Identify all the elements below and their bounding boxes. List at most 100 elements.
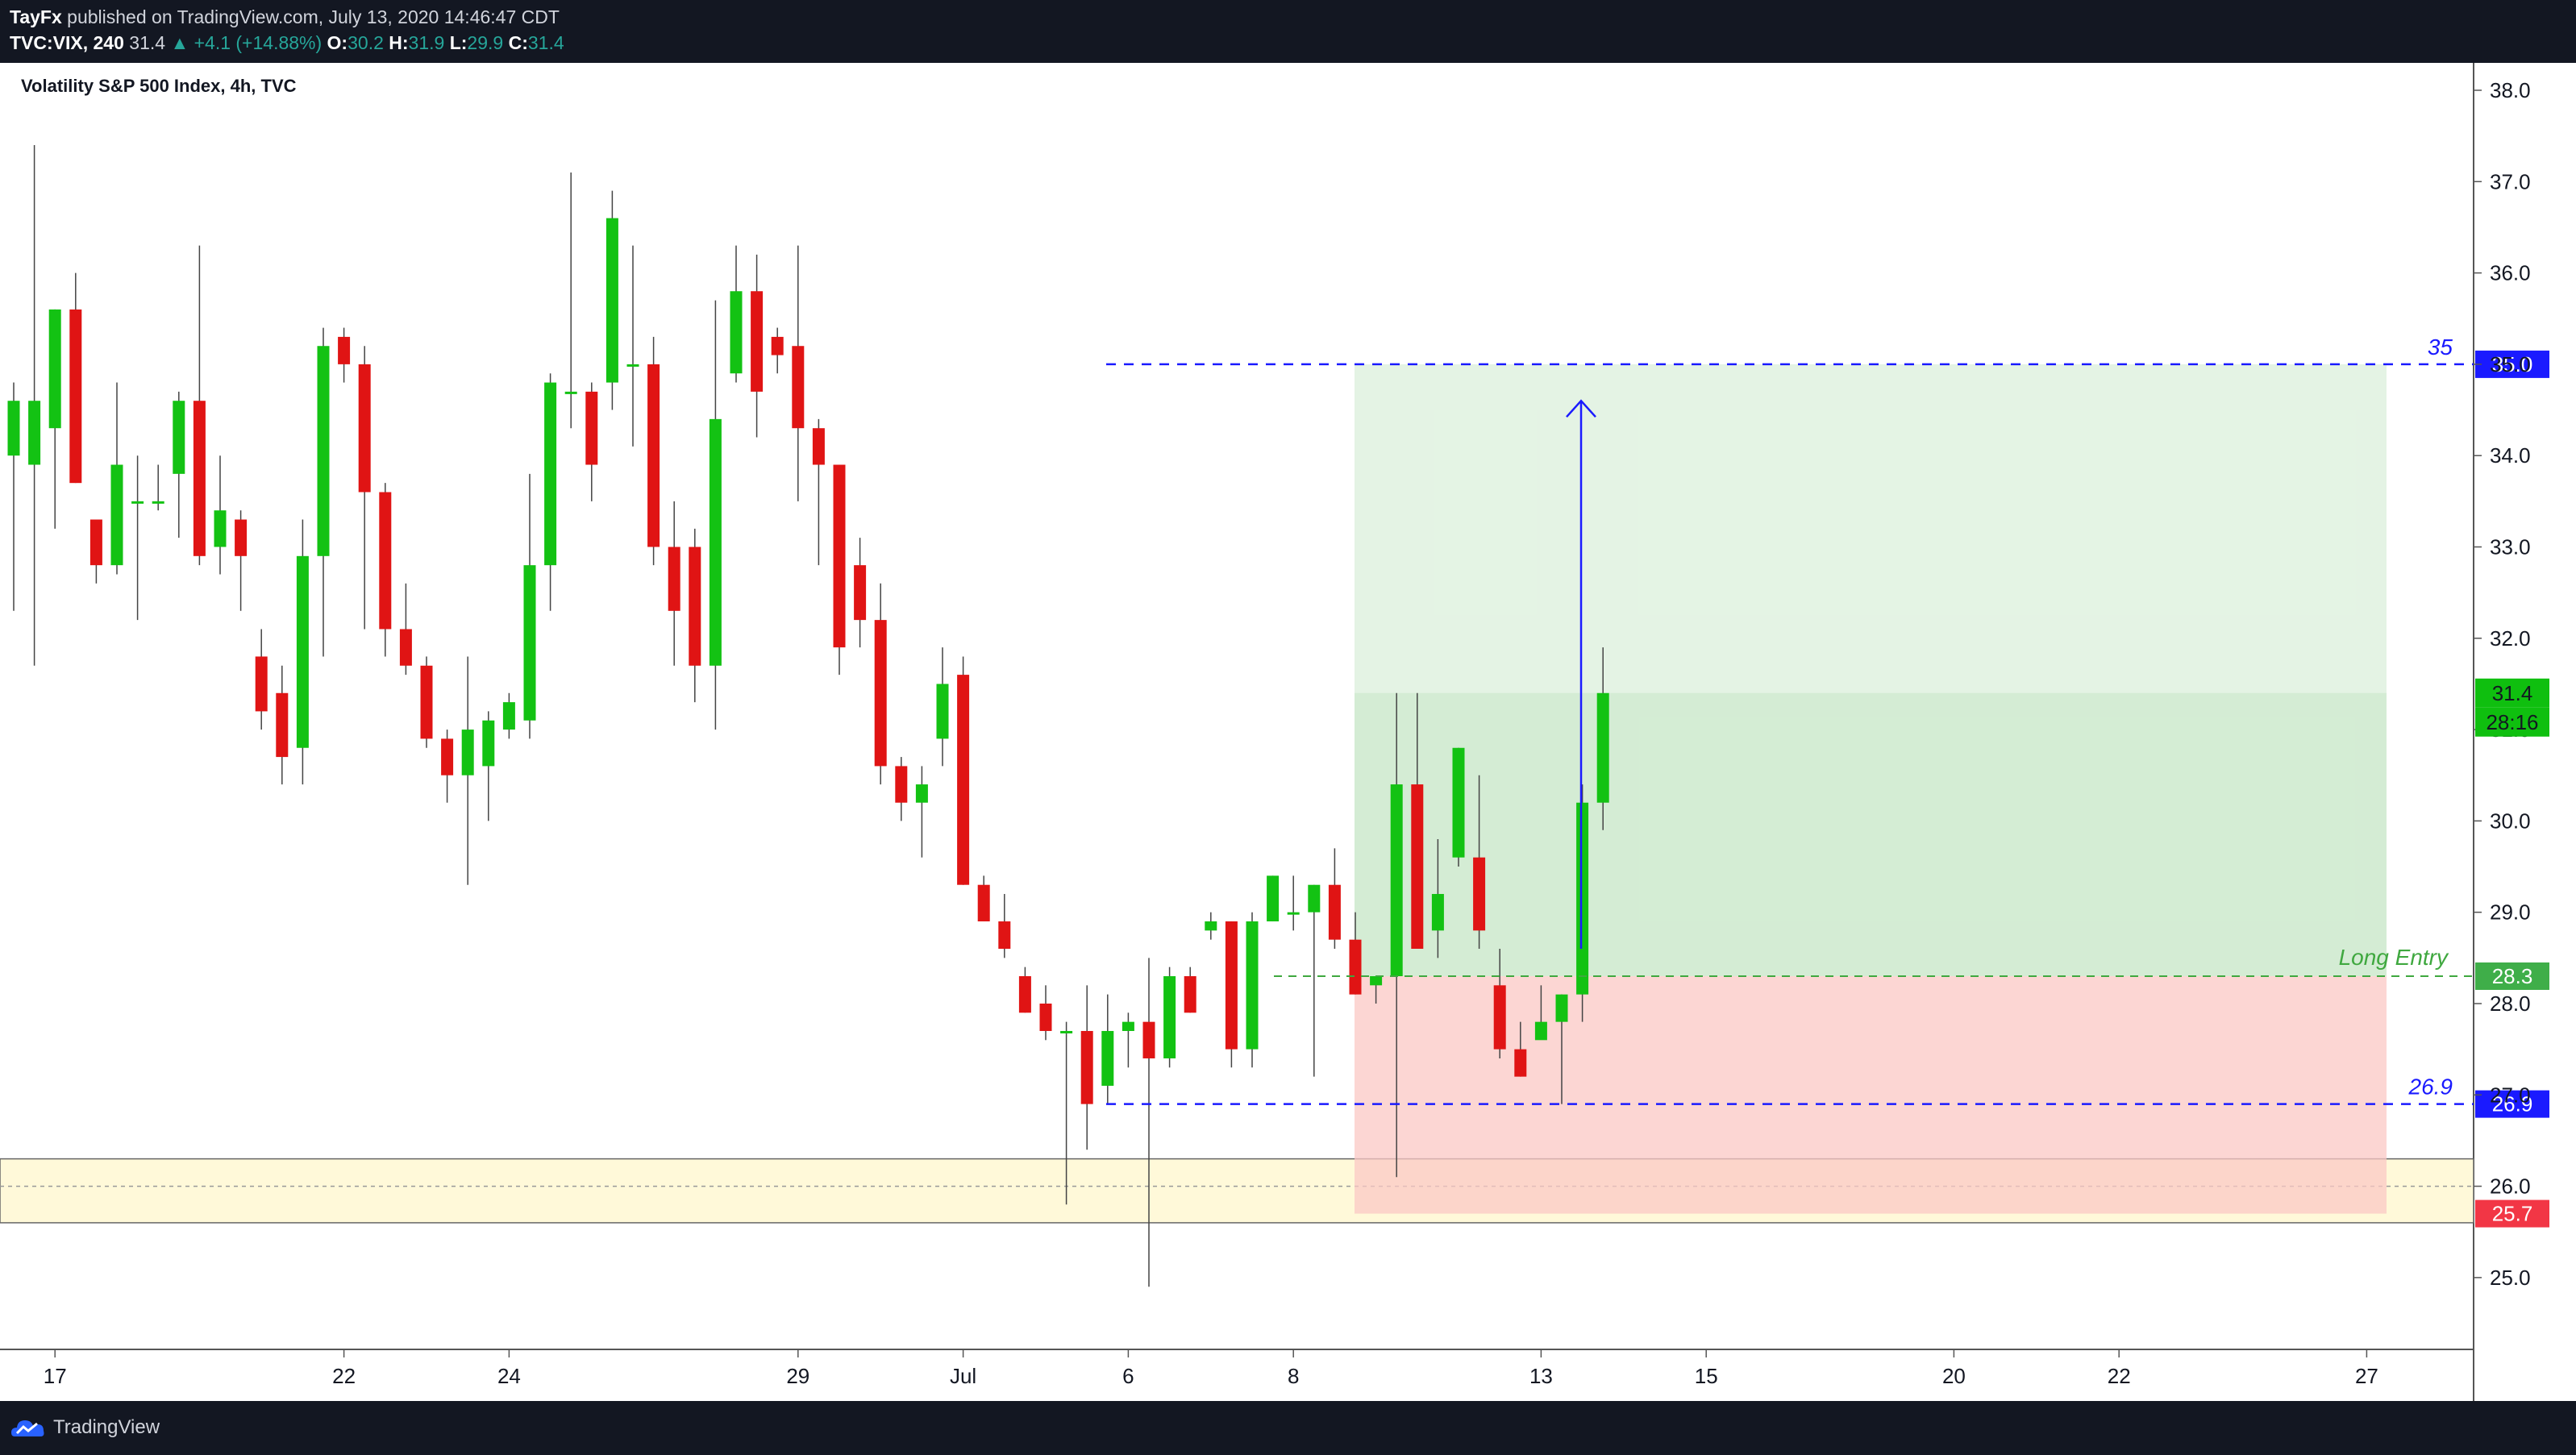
x-tick-label: 6	[1122, 1364, 1134, 1388]
candle-body[interactable]	[1493, 985, 1506, 1050]
y-tick-label: 38.0	[2490, 78, 2531, 102]
candle-body[interactable]	[771, 336, 784, 355]
candle-body[interactable]	[1576, 802, 1589, 995]
author-name[interactable]: TayFx	[10, 6, 62, 27]
candle-body[interactable]	[874, 620, 887, 767]
candle-body[interactable]	[235, 519, 248, 556]
candle-body[interactable]	[1328, 884, 1341, 940]
candle-body[interactable]	[792, 346, 805, 429]
candle-body[interactable]	[338, 336, 351, 364]
candle-body[interactable]	[812, 428, 825, 465]
candle-body[interactable]	[502, 702, 515, 730]
target-zone-progress	[1355, 692, 2387, 976]
candle-body[interactable]	[1349, 939, 1362, 995]
candle-body[interactable]	[1184, 976, 1196, 1013]
candle-body[interactable]	[1411, 784, 1424, 950]
candle-body[interactable]	[977, 884, 990, 922]
candle-body[interactable]	[689, 547, 701, 666]
candle-body[interactable]	[1514, 1049, 1527, 1077]
candle-body[interactable]	[1596, 692, 1609, 803]
x-tick-label: 20	[1942, 1364, 1966, 1388]
candle-body[interactable]	[420, 665, 433, 739]
x-tick-label: 27	[2355, 1364, 2378, 1388]
candle-body[interactable]	[709, 418, 722, 666]
candle-body[interactable]	[1080, 1030, 1093, 1104]
candle-body[interactable]	[214, 510, 227, 547]
candle-body[interactable]	[1163, 976, 1176, 1058]
candle-body[interactable]	[606, 218, 618, 383]
candle-body[interactable]	[730, 291, 743, 374]
tradingview-logo[interactable]: TradingView	[10, 1416, 160, 1440]
candle-body[interactable]	[358, 364, 371, 493]
candle-body[interactable]	[1101, 1030, 1114, 1086]
candle-body[interactable]	[399, 629, 412, 666]
candle-body[interactable]	[317, 346, 330, 556]
candle-body[interactable]	[1267, 875, 1280, 922]
candle-body[interactable]	[482, 720, 495, 767]
candle-body[interactable]	[1431, 894, 1444, 931]
candle-body[interactable]	[1555, 994, 1568, 1022]
candle-body[interactable]	[668, 547, 680, 611]
candle-body[interactable]	[131, 501, 144, 504]
candle-body[interactable]	[523, 565, 536, 721]
candle-body[interactable]	[936, 684, 949, 739]
target-price-tag	[2475, 350, 2549, 378]
candle-body[interactable]	[1473, 857, 1486, 931]
candle-body[interactable]	[585, 391, 598, 465]
candle-body[interactable]	[1534, 1021, 1547, 1041]
candle-body[interactable]	[379, 492, 392, 630]
candle-body[interactable]	[110, 464, 123, 566]
candle-body[interactable]	[998, 921, 1011, 950]
candle-body[interactable]	[48, 309, 61, 429]
candle-body[interactable]	[1225, 921, 1238, 1050]
high-value: 31.9	[408, 32, 445, 53]
candle-body[interactable]	[255, 656, 268, 712]
candle-body[interactable]	[296, 555, 309, 748]
candle-body[interactable]	[28, 401, 41, 465]
stop-zone[interactable]	[1355, 976, 2387, 1214]
candle-body[interactable]	[441, 738, 454, 775]
candle-body[interactable]	[69, 309, 82, 484]
y-tick-label: 33.0	[2490, 534, 2531, 559]
candle-body[interactable]	[1370, 976, 1383, 986]
candle-body[interactable]	[854, 565, 867, 621]
candle-body[interactable]	[1452, 747, 1465, 858]
candle-body[interactable]	[461, 730, 474, 775]
candle-body[interactable]	[1246, 921, 1259, 1050]
candle-body[interactable]	[915, 784, 928, 803]
candle-body[interactable]	[544, 382, 557, 566]
candle-body[interactable]	[1390, 784, 1403, 976]
candle-body[interactable]	[1205, 921, 1217, 931]
candle-body[interactable]	[193, 401, 206, 556]
candle-body[interactable]	[1308, 884, 1321, 912]
candle-body[interactable]	[1039, 1003, 1052, 1031]
candle-body[interactable]	[152, 501, 164, 504]
ohlc-summary: TVC:VIX, 240 31.4 ▲ +4.1 (+14.88%) O:30.…	[10, 32, 564, 54]
candle-body[interactable]	[89, 519, 102, 566]
candle-body[interactable]	[7, 401, 20, 456]
y-tick-label: 26.0	[2490, 1174, 2531, 1199]
candle-body[interactable]	[1287, 912, 1300, 915]
y-tick-label: 27.0	[2490, 1083, 2531, 1107]
candle-body[interactable]	[1060, 1030, 1073, 1033]
long-entry-label: Long Entry	[2339, 945, 2449, 970]
candle-body[interactable]	[751, 291, 764, 392]
close-value: 31.4	[527, 32, 564, 53]
candle-body[interactable]	[173, 401, 185, 474]
candle-body[interactable]	[1018, 976, 1031, 1013]
x-tick-label: 24	[497, 1364, 521, 1388]
published-text: published on TradingView.com, July 13, 2…	[67, 6, 560, 27]
candle-body[interactable]	[564, 391, 577, 394]
candle-body[interactable]	[1142, 1021, 1155, 1058]
candle-body[interactable]	[1122, 1021, 1134, 1031]
entry-price-tag	[2475, 962, 2549, 990]
candle-body[interactable]	[833, 464, 846, 648]
candle-body[interactable]	[895, 766, 908, 803]
price-chart[interactable]: 35 35.0 26.9 26.9 Long Entry 28.3 25.7 25.0 26.…	[0, 63, 2576, 1401]
last-price-label: 31.4	[2492, 681, 2533, 705]
candle-body[interactable]	[276, 692, 289, 758]
candle-body[interactable]	[957, 675, 970, 885]
candle-body[interactable]	[647, 364, 660, 547]
candle-body[interactable]	[626, 364, 639, 367]
footer-bar: TradingView	[0, 1401, 2576, 1455]
